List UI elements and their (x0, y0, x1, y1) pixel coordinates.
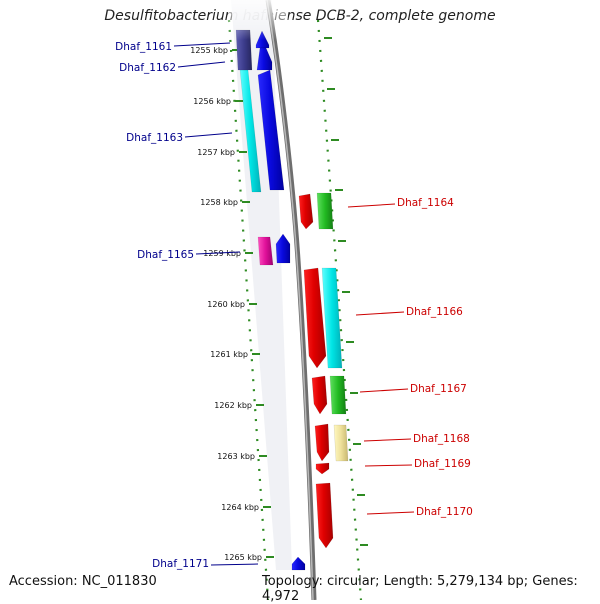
gene-leader-line (355, 311, 405, 316)
gene-arrow-Dhaf_1169[interactable] (315, 462, 330, 475)
gene-leader-line (195, 251, 241, 255)
kbp-tick-label: 1255 kbp (190, 46, 228, 55)
kbp-tick-label: 1258 kbp (200, 198, 238, 207)
gene-arrow-Dhaf_1163[interactable] (257, 69, 285, 191)
gene-arrow-Dhaf_1165[interactable] (275, 233, 291, 264)
gene-leader-line (366, 511, 415, 515)
gene-label[interactable]: Dhaf_1165 (137, 249, 194, 261)
gene-label[interactable]: Dhaf_1170 (416, 506, 473, 518)
gene-arrow-Dhaf_1170[interactable] (315, 482, 334, 549)
kbp-tick-label: 1256 kbp (193, 97, 231, 106)
kbp-tick-label: 1262 kbp (214, 401, 252, 410)
annotation-bar (333, 424, 349, 462)
gene-label[interactable]: Dhaf_1169 (414, 458, 471, 470)
kbp-tick-label: 1263 kbp (217, 452, 255, 461)
page-title: Desulfitobacterium hafniense DCB-2, comp… (104, 8, 496, 24)
gene-label[interactable]: Dhaf_1166 (406, 306, 463, 318)
gene-leader-line (364, 464, 413, 467)
gene-label[interactable]: Dhaf_1168 (413, 433, 470, 445)
gene-leader-line (347, 203, 396, 208)
gene-label[interactable]: Dhaf_1163 (126, 132, 183, 144)
gene-arrow-Dhaf_1167[interactable] (311, 375, 328, 415)
annotation-bar (321, 267, 343, 369)
gene-leader-line (177, 61, 226, 68)
gene-leader-line (184, 132, 233, 138)
gene-arrow-Dhaf_1166[interactable] (303, 267, 327, 369)
gene-leader-line (210, 563, 259, 566)
top-fade (228, 0, 288, 40)
kbp-tick-label: 1257 kbp (197, 148, 235, 157)
accession-text: Accession: NC_011830 (9, 574, 157, 589)
annotation-bar (329, 375, 347, 415)
gene-label[interactable]: Dhaf_1162 (119, 62, 176, 74)
gene-arrow-Dhaf_1162[interactable] (256, 47, 273, 71)
gene-leader-line (173, 42, 231, 47)
gene-label[interactable]: Dhaf_1171 (152, 558, 209, 570)
kbp-tick-label: 1264 kbp (221, 503, 259, 512)
gene-label[interactable]: Dhaf_1161 (115, 41, 172, 53)
gene-leader-line (363, 438, 412, 442)
gene-leader-line (359, 388, 409, 393)
kbp-tick-label: 1261 kbp (210, 350, 248, 359)
annotation-bar (316, 192, 334, 230)
annotation-bar (257, 236, 274, 266)
gene-arrow-Dhaf_1171[interactable] (291, 556, 306, 571)
dotted-scale-lines (227, 19, 363, 600)
genome-backbone (265, 0, 317, 600)
kbp-tick-label: 1259 kbp (203, 249, 241, 258)
gene-label[interactable]: Dhaf_1167 (410, 383, 467, 395)
kbp-tick-label: 1260 kbp (207, 300, 245, 309)
gene-label[interactable]: Dhaf_1164 (397, 197, 454, 209)
kbp-tick-label: 1265 kbp (224, 553, 262, 562)
gene-arrow-Dhaf_1168[interactable] (314, 423, 330, 462)
gene-arrow-Dhaf_1164[interactable] (298, 193, 314, 230)
